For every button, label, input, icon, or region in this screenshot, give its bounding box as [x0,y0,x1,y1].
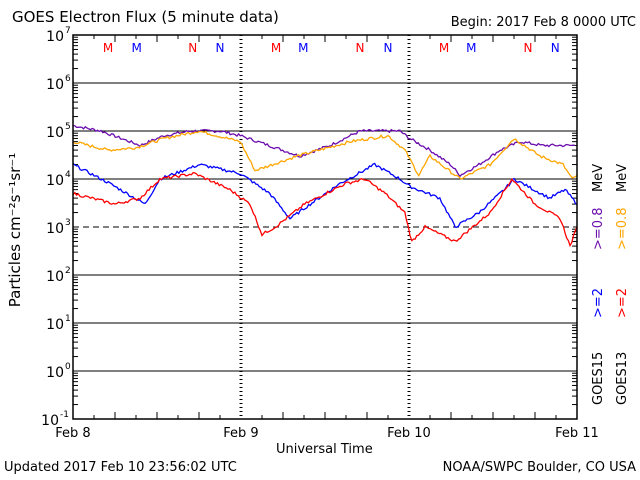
local-time-marker: M [103,41,113,55]
series-line-goes13 [72,172,578,248]
begin-time: Begin: 2017 Feb 8 0000 UTC [450,15,636,30]
local-time-marker: N [216,41,225,55]
legend-goes13-08mev: >=0.8 [615,208,630,250]
y-tick-label: 10 [46,125,64,141]
y-tick-exponent: 2 [65,266,71,276]
y-tick-exponent: 0 [65,362,71,372]
y-tick-label: 10 [46,221,64,237]
local-time-marker: M [466,41,476,55]
y-tick-label: 10 [46,317,64,333]
x-tick-label: Feb 10 [387,426,431,441]
y-tick-label: 10 [46,173,64,189]
y-tick-exponent: 4 [65,170,71,180]
x-axis-label: Universal Time [276,442,373,457]
y-axis-label: Particles cm⁻²s⁻¹sr⁻¹ [6,153,24,307]
local-time-marker: N [356,41,365,55]
series-line-goes15 [72,124,576,178]
x-tick-label: Feb 9 [223,426,258,441]
chart-title: GOES Electron Flux (5 minute data) [12,8,279,26]
y-tick-exponent: -1 [60,410,69,420]
legend-mev-15: MeV [591,164,606,192]
y-tick-label: 10 [46,29,64,45]
plot-frame [72,34,578,420]
legend-goes13-2mev: >=2 [615,288,630,318]
y-tick-exponent: 7 [65,26,71,36]
local-time-marker: M [439,41,449,55]
y-tick-exponent: 5 [65,122,71,132]
legend-goes15: GOES15 [591,352,606,405]
legend-goes15-2mev: >=2 [591,288,606,318]
y-tick-label: 10 [41,413,59,429]
y-tick-exponent: 6 [65,74,71,84]
updated-time: Updated 2017 Feb 10 23:56:02 UTC [4,460,237,475]
credit: NOAA/SWPC Boulder, CO USA [442,460,636,475]
y-tick-label: 10 [46,269,64,285]
y-tick-exponent: 3 [65,218,71,228]
series-line-goes13 [72,130,578,180]
legend-mev-13: MeV [615,164,630,192]
legend-goes13: GOES13 [615,352,630,405]
local-time-marker: M [298,41,308,55]
local-time-marker: M [271,41,281,55]
local-time-marker: N [551,41,560,55]
y-tick-exponent: 1 [65,314,71,324]
local-time-marker: N [188,41,197,55]
local-time-marker: N [384,41,393,55]
local-time-marker: M [132,41,142,55]
legend-goes15-08mev: >=0.8 [591,208,606,250]
y-tick-label: 10 [46,365,64,381]
x-tick-label: Feb 8 [55,426,90,441]
y-tick-label: 10 [46,77,64,93]
x-tick-label: Feb 11 [555,426,599,441]
local-time-marker: N [524,41,533,55]
